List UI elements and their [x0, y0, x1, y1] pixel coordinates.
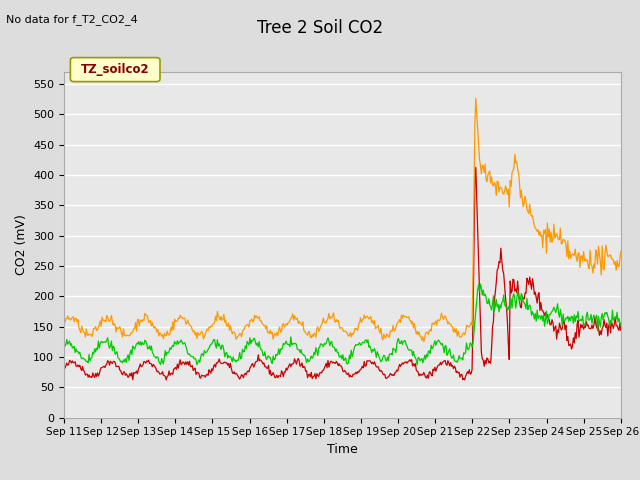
Tree2 -8cm: [388, 352, 396, 358]
Tree2 -8cm: [477, 281, 484, 287]
Tree2 -8cm: [617, 322, 625, 328]
Tree2 -4cm: [481, 161, 489, 167]
Tree2 -8cm: [204, 348, 211, 354]
Tree2 -4cm: [472, 96, 479, 101]
Tree2 -8cm: [481, 291, 489, 297]
Tree2 -8cm: [60, 338, 68, 344]
Tree2 -8cm: [433, 339, 440, 345]
Tree2 -2cm: [159, 369, 166, 374]
Tree2 -2cm: [617, 327, 625, 333]
Tree2 -2cm: [204, 372, 212, 378]
Tree2 -8cm: [312, 345, 320, 350]
X-axis label: Time: Time: [327, 443, 358, 456]
Tree2 -2cm: [433, 365, 440, 371]
Tree2 -4cm: [204, 326, 211, 332]
Legend: Tree2 -2cm, Tree2 -4cm, Tree2 -8cm: Tree2 -2cm, Tree2 -4cm, Tree2 -8cm: [146, 479, 539, 480]
Line: Tree2 -8cm: Tree2 -8cm: [64, 284, 621, 365]
Tree2 -8cm: [159, 359, 166, 365]
Tree2 -4cm: [433, 323, 440, 328]
Tree2 -4cm: [388, 328, 396, 334]
Text: No data for f_T2_CO2_4: No data for f_T2_CO2_4: [6, 14, 138, 25]
Line: Tree2 -4cm: Tree2 -4cm: [64, 98, 621, 342]
Tree2 -2cm: [163, 377, 170, 383]
Tree2 -4cm: [60, 319, 68, 325]
Y-axis label: CO2 (mV): CO2 (mV): [15, 215, 28, 275]
Tree2 -2cm: [481, 358, 489, 363]
Text: TZ_soilco2: TZ_soilco2: [81, 63, 150, 76]
Tree2 -8cm: [413, 362, 421, 368]
Line: Tree2 -2cm: Tree2 -2cm: [64, 168, 621, 380]
Tree2 -2cm: [60, 365, 68, 371]
Tree2 -2cm: [472, 165, 479, 170]
Text: Tree 2 Soil CO2: Tree 2 Soil CO2: [257, 19, 383, 37]
Tree2 -2cm: [389, 372, 397, 377]
Tree2 -4cm: [420, 339, 428, 345]
Tree2 -4cm: [159, 332, 166, 338]
Tree2 -4cm: [617, 249, 625, 254]
Tree2 -4cm: [312, 334, 320, 340]
Tree2 -2cm: [313, 371, 321, 377]
